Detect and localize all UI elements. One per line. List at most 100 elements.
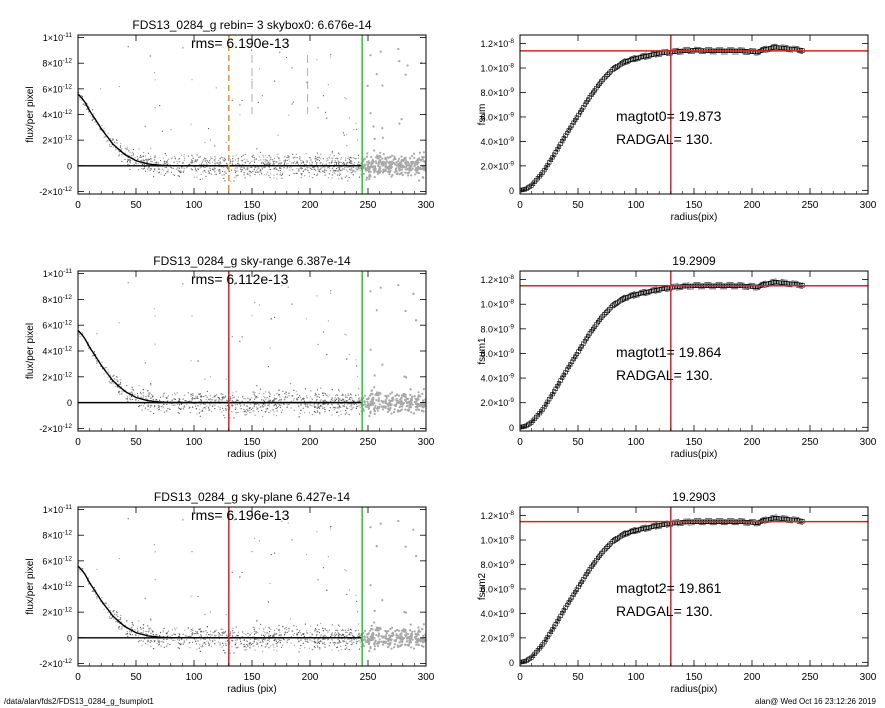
data-point (250, 408, 252, 410)
data-point (360, 162, 362, 164)
data-point (191, 398, 193, 400)
data-point (270, 173, 272, 175)
data-point (140, 156, 142, 158)
data-point (186, 166, 188, 168)
data-point (387, 410, 390, 413)
data-point (348, 177, 350, 179)
data-point (343, 164, 345, 166)
data-point (324, 628, 326, 630)
data-point (158, 644, 160, 646)
data-point (375, 634, 378, 637)
data-point (150, 619, 152, 622)
data-point (263, 393, 265, 395)
data-point (317, 645, 319, 647)
data-point (236, 399, 238, 401)
data-point (253, 398, 256, 400)
data-point (346, 647, 348, 649)
data-point (262, 638, 264, 640)
data-point (404, 634, 407, 637)
data-point (276, 173, 278, 175)
data-point (209, 404, 211, 406)
data-point (149, 397, 152, 399)
data-point (198, 628, 200, 630)
data-point (329, 154, 331, 156)
data-point (371, 393, 374, 396)
data-point (206, 163, 208, 165)
data-point (130, 399, 132, 401)
data-point (201, 410, 203, 412)
data-point (115, 614, 117, 616)
data-point (348, 394, 350, 396)
data-point (268, 412, 270, 414)
data-point (94, 121, 96, 123)
data-point (261, 638, 263, 640)
data-point (325, 629, 327, 632)
data-point (283, 398, 285, 400)
data-point (190, 161, 192, 164)
data-point (206, 159, 209, 162)
data-point (245, 633, 247, 635)
data-point (121, 626, 123, 628)
data-point (160, 410, 162, 412)
data-point (313, 168, 315, 171)
data-point (212, 405, 214, 408)
x-tick-label: 50 (130, 437, 142, 448)
data-point (195, 166, 197, 168)
data-point (350, 393, 352, 395)
data-point (332, 399, 334, 401)
data-point (270, 645, 272, 647)
data-point (222, 631, 224, 633)
data-point (353, 406, 355, 408)
data-point (220, 393, 222, 395)
data-point (125, 633, 127, 635)
data-point (196, 159, 198, 161)
data-point (406, 164, 409, 167)
data-point (157, 403, 159, 405)
data-point (143, 638, 146, 640)
data-point (147, 168, 149, 171)
data-point (210, 173, 212, 176)
data-point (340, 157, 342, 159)
data-point (140, 159, 142, 162)
data-point (218, 398, 220, 401)
data-point (136, 628, 138, 630)
data-point (199, 409, 201, 411)
data-point (185, 635, 187, 637)
data-point (286, 166, 288, 168)
data-point (253, 633, 256, 636)
data-point (251, 155, 253, 157)
data-point (254, 158, 256, 160)
data-point (148, 629, 150, 631)
data-point (257, 171, 259, 173)
data-point (387, 645, 390, 649)
data-point (213, 396, 215, 398)
data-point (112, 375, 114, 377)
data-point (399, 644, 402, 647)
data-point (165, 162, 167, 164)
data-point (178, 639, 181, 641)
data-point (126, 160, 129, 162)
data-point (192, 397, 194, 399)
data-point (293, 632, 295, 635)
data-point (270, 628, 272, 631)
data-point (196, 176, 198, 178)
data-point (180, 642, 182, 645)
data-point (219, 644, 221, 646)
data-point (281, 411, 283, 413)
data-point (292, 634, 294, 636)
data-point (389, 169, 392, 172)
data-point (382, 169, 385, 172)
data-point (233, 417, 235, 419)
data-point (348, 638, 350, 640)
data-point (412, 152, 416, 155)
data-point (404, 631, 407, 634)
data-point (366, 84, 369, 87)
data-point (226, 399, 228, 401)
data-point (310, 157, 312, 159)
data-point (350, 162, 352, 164)
data-point (296, 172, 298, 174)
data-point (351, 170, 354, 172)
data-point (298, 169, 300, 171)
data-point (356, 406, 358, 408)
data-point (144, 125, 146, 127)
